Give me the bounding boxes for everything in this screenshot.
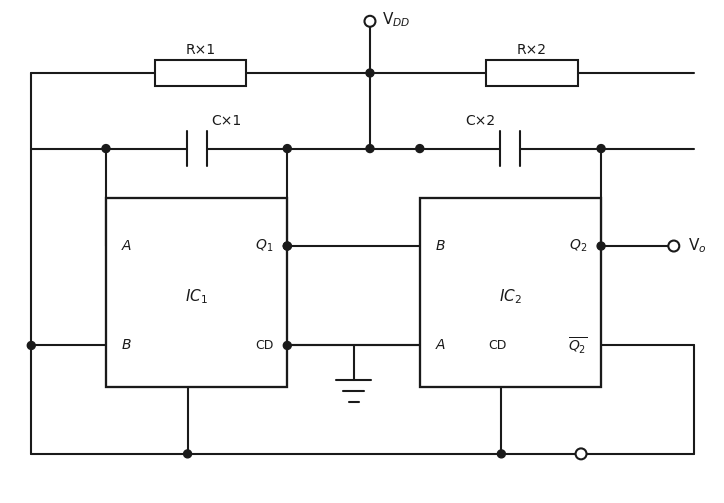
Text: A: A: [436, 339, 445, 353]
Bar: [420, 198, 601, 387]
Circle shape: [283, 144, 291, 152]
Text: IC$_2$: IC$_2$: [499, 287, 522, 306]
Circle shape: [366, 144, 374, 152]
Circle shape: [366, 69, 374, 77]
Circle shape: [576, 448, 586, 459]
Circle shape: [597, 242, 605, 250]
Text: C×1: C×1: [211, 114, 242, 128]
Circle shape: [364, 16, 376, 27]
Circle shape: [283, 242, 291, 250]
Circle shape: [28, 342, 35, 350]
Bar: [106, 198, 287, 387]
Circle shape: [497, 450, 505, 458]
Circle shape: [597, 144, 605, 152]
Text: CD: CD: [255, 339, 274, 352]
Text: CD: CD: [489, 339, 507, 352]
Text: B: B: [122, 339, 132, 353]
Text: A: A: [122, 239, 132, 253]
Circle shape: [416, 144, 424, 152]
Text: $\overline{Q_2}$: $\overline{Q_2}$: [568, 335, 587, 356]
Circle shape: [668, 240, 679, 252]
Bar: [155, 60, 246, 86]
Circle shape: [283, 242, 291, 250]
Text: Q$_2$: Q$_2$: [569, 238, 587, 254]
Text: R×2: R×2: [517, 43, 547, 57]
Bar: [486, 60, 578, 86]
Text: B: B: [436, 239, 445, 253]
Circle shape: [102, 144, 110, 152]
Text: Q$_1$: Q$_1$: [255, 238, 274, 254]
Text: V$_o$: V$_o$: [688, 237, 707, 256]
Text: V$_{DD}$: V$_{DD}$: [382, 10, 411, 29]
Text: IC$_1$: IC$_1$: [185, 287, 208, 306]
Text: R×1: R×1: [185, 43, 216, 57]
Circle shape: [184, 450, 192, 458]
Circle shape: [283, 342, 291, 350]
Text: C×2: C×2: [466, 114, 495, 128]
